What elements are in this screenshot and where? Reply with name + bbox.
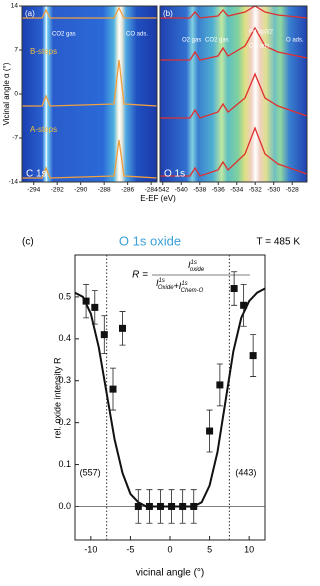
- formula-numerator: I1s oxide: [188, 260, 205, 273]
- data-point: [109, 385, 117, 393]
- x-tick-label: -528: [286, 187, 299, 194]
- spectra-overlay: [22, 5, 308, 179]
- x-tick-label: -536: [212, 187, 225, 194]
- y-axis-label: rel. oxide intensity R: [52, 357, 62, 439]
- y-tick-label: -7: [12, 135, 18, 142]
- formula-symbol: +I: [174, 281, 182, 291]
- y-tick-label: 0.3: [58, 375, 71, 385]
- heatmap-b: [160, 6, 307, 182]
- x-tick-label: -292: [51, 187, 64, 194]
- x-tick-label: -10: [84, 544, 97, 554]
- y-tick-label: 7: [14, 47, 18, 54]
- y-tick-label: 14: [11, 3, 19, 10]
- data-point: [190, 502, 198, 510]
- x-tick-label: -290: [74, 187, 87, 194]
- core-label: O 1s: [164, 169, 185, 180]
- formula-symbol: I: [188, 260, 191, 270]
- data-point: [145, 502, 153, 510]
- y-tick-label: 0: [14, 91, 18, 98]
- formula-denominator: I1s Oxide+I1s Chem-O: [156, 278, 204, 294]
- y-axis-label: Vicinal angle α (°): [2, 62, 11, 125]
- y-tick-label: 0.1: [58, 459, 71, 469]
- data-point: [230, 285, 238, 293]
- x-tick-label: -284: [145, 187, 158, 194]
- data-point: [240, 301, 248, 309]
- panel-label: (b): [163, 9, 173, 18]
- data-point: [82, 297, 90, 305]
- data-point: [206, 427, 214, 435]
- x-tick-label: -534: [230, 187, 243, 194]
- x-tick-label: 10: [244, 544, 254, 554]
- x-tick-label: -286: [121, 187, 134, 194]
- x-tick-label: -288: [98, 187, 111, 194]
- annotation: CO2 gas: [52, 32, 76, 38]
- formula-sup: 1s: [191, 260, 197, 266]
- annotation: O2 gas: [182, 38, 201, 44]
- y-tick-label: 0.4: [58, 333, 71, 343]
- annotation: CO ads.: [126, 32, 148, 38]
- data-point: [179, 502, 187, 510]
- core-label: C 1s: [26, 169, 47, 180]
- formula-sub: oxide: [190, 267, 205, 273]
- x-axis-label: E-EF (eV): [140, 194, 176, 203]
- formula-symbol: I: [156, 278, 159, 288]
- formula-sub: Oxide: [158, 285, 174, 291]
- annotation: A-steps: [30, 125, 57, 134]
- x-tick-label: 0: [167, 544, 172, 554]
- annotation: T = 485 K: [257, 237, 301, 248]
- data-point: [91, 303, 99, 311]
- annotation: B-steps: [30, 47, 57, 56]
- x-tick-label: 5: [207, 544, 212, 554]
- data-point: [134, 502, 142, 510]
- reference-label: (557): [80, 467, 101, 477]
- data-point: [100, 331, 108, 339]
- annotation: CO2 gas: [205, 38, 229, 44]
- data-point: [249, 352, 257, 360]
- y-tick-label: -14: [9, 179, 19, 186]
- panel-label: (a): [25, 9, 35, 18]
- annotation: O ads.: [286, 38, 304, 44]
- formula-sup: 1s: [181, 281, 187, 287]
- formula-term: I1s Oxide+I1s Chem-O: [156, 278, 204, 294]
- chart-title: O 1s oxide: [119, 233, 181, 248]
- formula-lhs: R =: [132, 270, 148, 281]
- y-tick-label: 0.0: [58, 501, 71, 511]
- frame-c: [74, 254, 266, 541]
- formula-sup: 1s: [159, 278, 165, 284]
- heatmap-a: [22, 6, 157, 182]
- reference-label: (443): [235, 467, 256, 477]
- x-tick-label: -542: [156, 187, 169, 194]
- panel-label: (c): [22, 237, 34, 248]
- x-tick-label: -538: [193, 187, 206, 194]
- x-tick-label: -5: [126, 544, 134, 554]
- x-tick-label: -530: [267, 187, 280, 194]
- annotation: Pd 3p3/2: [249, 30, 274, 36]
- data-point: [216, 381, 224, 389]
- x-tick-label: -294: [27, 187, 40, 194]
- x-tick-label: -532: [249, 187, 262, 194]
- x-axis-label: vicinal angle (°): [136, 568, 204, 579]
- formula-term: I1s oxide: [188, 260, 205, 273]
- x-tick-label: -540: [175, 187, 188, 194]
- y-tick-label: 0.2: [58, 417, 71, 427]
- data-point: [168, 502, 176, 510]
- formula-sub: Chem-O: [181, 288, 204, 294]
- annotation: CO ads.: [249, 44, 271, 50]
- y-tick-label: 0.5: [58, 291, 71, 301]
- frame-b: [159, 5, 308, 183]
- data-point: [119, 324, 126, 332]
- data-point: [157, 502, 164, 510]
- figure: (a) C 1s (b) O 1s CO2 gas CO ads. O2 gas…: [2, 3, 308, 579]
